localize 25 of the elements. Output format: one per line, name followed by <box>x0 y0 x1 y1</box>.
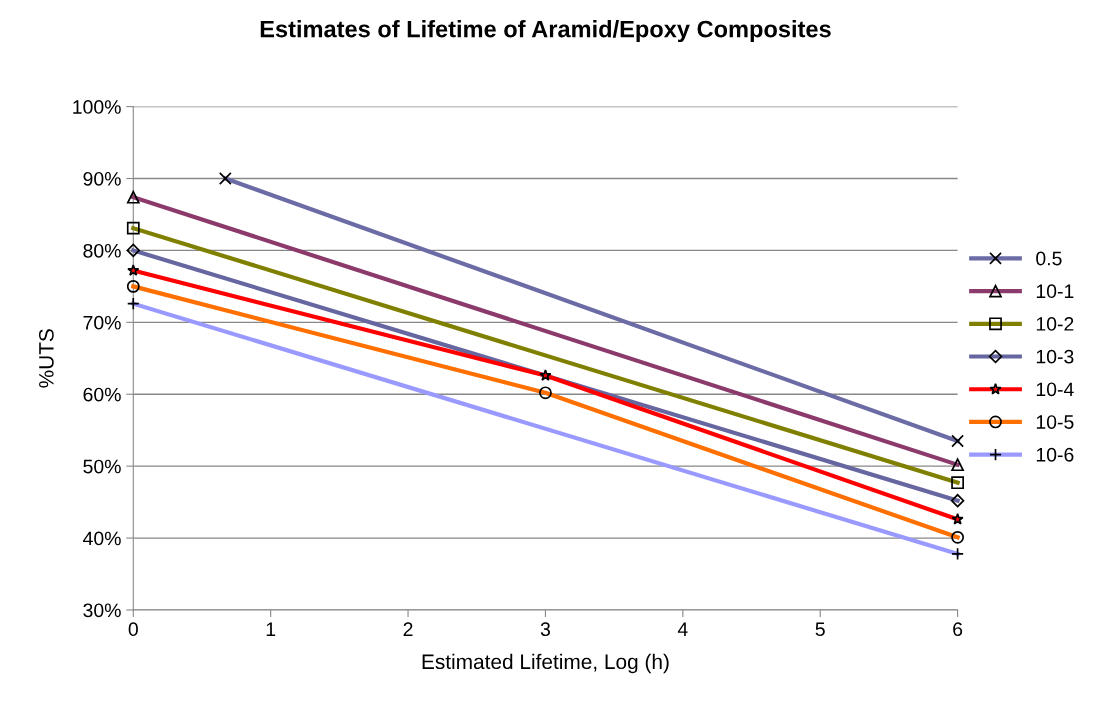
legend-label: 0.5 <box>1036 251 1062 266</box>
x-tick-label: 1 <box>266 622 276 636</box>
legend-label: 10-6 <box>1036 447 1074 462</box>
x-tick-label: 2 <box>403 622 413 636</box>
x-tick-label: 0 <box>128 622 138 637</box>
legend-label: 10-1 <box>1036 284 1074 299</box>
y-tick-label: 40% <box>83 531 121 546</box>
x-axis-title: Estimated Lifetime, Log (h) <box>422 653 669 674</box>
legend-label: 10-5 <box>1036 415 1074 429</box>
x-tick-label: 5 <box>815 622 825 637</box>
y-tick-label: 80% <box>83 243 121 258</box>
y-axis-title: %UTS <box>38 329 54 388</box>
legend-label: 10-2 <box>1036 317 1074 331</box>
legend-label: 10-3 <box>1036 349 1074 364</box>
y-tick-label: 60% <box>83 387 121 402</box>
y-tick-label: 100% <box>73 100 121 114</box>
chart-title: Estimates of Lifetime of Aramid/Epoxy Composites <box>260 20 831 43</box>
x-tick-label: 3 <box>540 622 550 637</box>
legend-label: 10-4 <box>1036 382 1074 397</box>
x-tick-label: 6 <box>953 622 963 637</box>
y-tick-label: 90% <box>83 171 121 186</box>
y-tick-label: 70% <box>83 315 121 330</box>
y-tick-label: 30% <box>83 603 121 618</box>
y-tick-label: 50% <box>83 459 121 474</box>
x-tick-label: 4 <box>677 622 688 636</box>
